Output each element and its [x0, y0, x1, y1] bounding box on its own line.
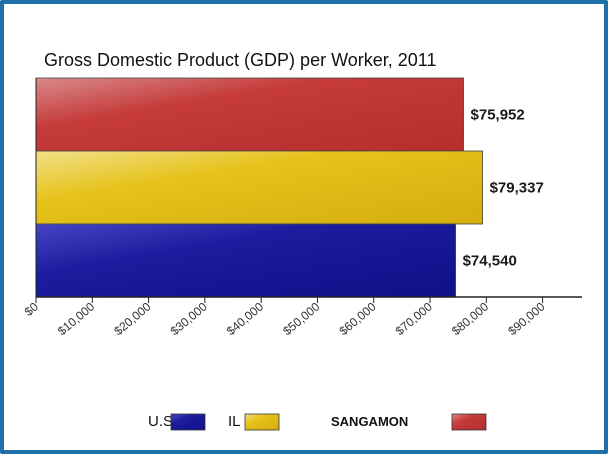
legend: U.S. IL SANGAMON: [148, 413, 487, 431]
x-tick-label: $10,000: [55, 299, 97, 338]
x-axis-ticks: $0 $10,000 $20,000 $30,000 $40,000 $50,000 $60…: [22, 297, 548, 338]
x-tick-label: $70,000: [393, 299, 435, 338]
bars-group: [35, 77, 483, 298]
value-label-il: $79,337: [490, 180, 544, 197]
legend-label-u-s: U.S.: [148, 413, 177, 430]
value-label-sangamon: $75,952: [471, 107, 525, 124]
x-tick-label: $90,000: [505, 299, 547, 338]
legend-swatch-sangamon: [451, 413, 487, 431]
x-tick-label: $60,000: [336, 299, 378, 338]
x-tick-label: $40,000: [224, 299, 266, 338]
x-tick-label: $20,000: [111, 299, 153, 338]
value-label-u-s: $74,540: [463, 253, 517, 270]
bar-u-s: [35, 223, 456, 298]
legend-label-sangamon: SANGAMON: [331, 414, 408, 429]
bar-il: [35, 150, 483, 225]
chart-title: Gross Domestic Product (GDP) per Worker,…: [44, 50, 436, 70]
x-tick-label: $30,000: [168, 299, 210, 338]
value-labels-group: $75,952 $79,337 $74,540: [463, 107, 544, 270]
legend-label-il: IL: [228, 413, 241, 430]
bar-sangamon: [35, 77, 464, 152]
x-tick-label: $50,000: [280, 299, 322, 338]
x-tick-label: $0: [22, 299, 41, 319]
legend-swatch-il: [244, 413, 280, 431]
legend-swatch-u-s: [170, 413, 206, 431]
x-tick-label: $80,000: [449, 299, 491, 338]
